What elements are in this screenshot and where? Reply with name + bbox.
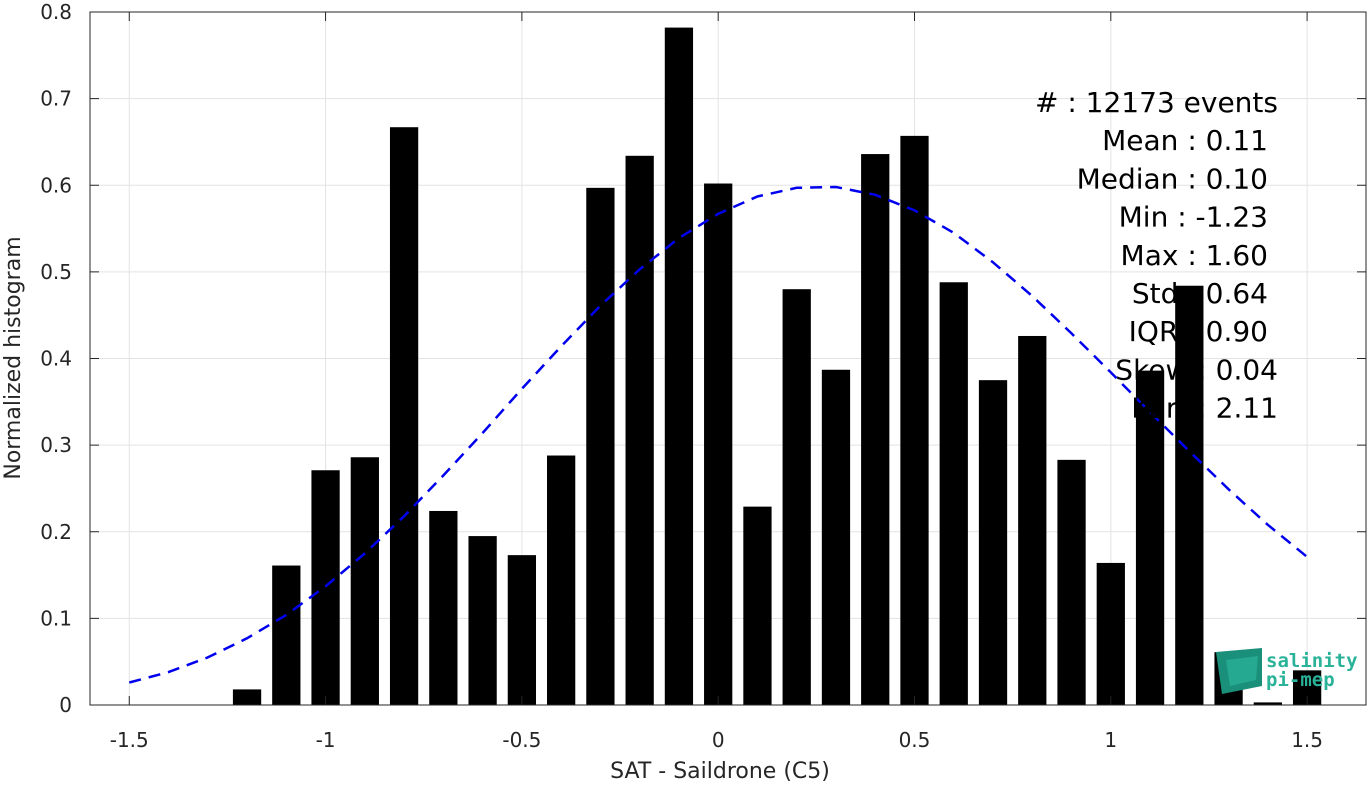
axes: [89, 11, 1367, 706]
stats-line: IQR : 0.90: [1129, 315, 1268, 348]
x-tick-label: 1: [1104, 728, 1117, 752]
x-tick-label: 0.5: [899, 728, 931, 752]
stats-line: Kurt : 2.11: [1131, 392, 1278, 425]
x-axis-label: SAT - Saildrone (C5): [610, 759, 830, 784]
histogram-bar: [1018, 335, 1047, 705]
histogram-bar: [782, 289, 811, 705]
histogram-bar: [389, 127, 419, 706]
stats-line: Median : 0.10: [1077, 162, 1268, 195]
y-tick-label: 0.2: [40, 520, 72, 544]
histogram-bar: [625, 155, 654, 706]
x-tick-label: 0: [712, 728, 725, 752]
histogram-bar: [704, 183, 733, 705]
histogram-bar: [1096, 562, 1125, 705]
gaussian-fit-curve: [128, 185, 1308, 684]
histogram-bar: [586, 187, 615, 705]
y-tick-label: 0: [59, 693, 72, 717]
logo-text-salinity: salinity: [1266, 650, 1358, 672]
y-tick-label: 0.6: [40, 173, 72, 197]
stats-line: Skew : 0.04: [1115, 353, 1278, 386]
stats-line: Mean : 0.11: [1102, 124, 1268, 157]
histogram-bar: [1057, 459, 1086, 705]
histogram-bar: [664, 27, 694, 705]
x-tick-labels: -1.5 -1 -0.5 0 0.5 1 1.5: [110, 728, 1323, 752]
y-tick-label: 0.5: [40, 260, 72, 284]
histogram-bar: [978, 380, 1008, 705]
histogram-bar: [429, 510, 458, 705]
histogram-bar: [939, 282, 968, 705]
histogram-bar: [743, 506, 772, 705]
salinity-pimep-logo: salinity pi-mep: [1216, 648, 1358, 694]
stats-line: Max : 1.60: [1121, 239, 1268, 272]
y-tick-label: 0.3: [40, 433, 72, 457]
y-tick-label: 0.8: [40, 0, 72, 24]
y-tick-label: 0.1: [40, 606, 72, 630]
histogram-bar: [547, 455, 576, 705]
histogram-bar: [468, 536, 497, 705]
y-axis-label: Normalized histogram: [1, 236, 26, 479]
y-tick-label: 0.7: [40, 87, 72, 111]
stats-line: Min : -1.23: [1119, 201, 1268, 234]
y-tick-labels: 0 0.1 0.2 0.3 0.4 0.5 0.6 0.7 0.8: [40, 0, 72, 717]
histogram-bar: [272, 565, 301, 705]
logo-text-pimep: pi-mep: [1266, 669, 1335, 691]
histogram-bar: [232, 689, 262, 705]
x-tick-label: -0.5: [502, 728, 541, 752]
histogram-bar: [507, 555, 537, 705]
histogram-bar: [900, 135, 929, 705]
histogram-bar: [1253, 702, 1282, 705]
histogram-bar: [821, 369, 851, 705]
x-tick-label: 1.5: [1291, 728, 1323, 752]
y-tick-label: 0.4: [40, 347, 72, 371]
stats-annotation: # : 12173 events Mean : 0.11 Median : 0.10…: [1035, 86, 1278, 425]
x-tick-label: -1.5: [110, 728, 149, 752]
histogram-bar: [1175, 285, 1204, 705]
stats-line: # : 12173 events: [1035, 86, 1278, 119]
histogram-bar: [861, 154, 890, 705]
histogram-bar: [311, 470, 340, 705]
stats-line: Std : 0.64: [1132, 277, 1268, 310]
histogram-bar: [350, 457, 379, 705]
histogram-bar: [1135, 370, 1165, 705]
histogram-bars: [232, 27, 1322, 706]
x-tick-label: -1: [316, 728, 336, 752]
